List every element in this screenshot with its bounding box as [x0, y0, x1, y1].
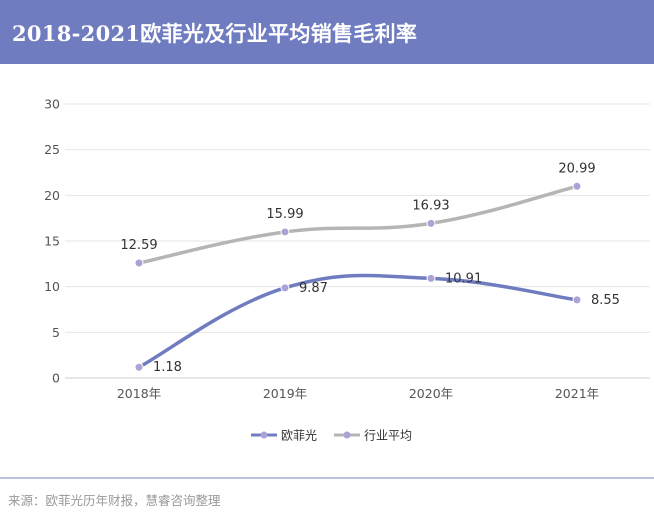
data-label: 8.55 — [591, 293, 620, 308]
data-label: 20.99 — [558, 161, 595, 176]
y-tick-label: 15 — [44, 234, 60, 249]
y-tick-label: 10 — [44, 279, 60, 294]
series-lines — [134, 181, 582, 372]
y-tick-label: 25 — [44, 142, 60, 157]
data-point — [134, 362, 144, 372]
legend-marker — [343, 431, 351, 439]
y-tick-label: 20 — [44, 188, 60, 203]
y-tick-label: 5 — [52, 325, 60, 340]
series-line-0 — [137, 273, 579, 369]
data-labels: 1.18 9.87 10.91 8.55 12.59 15.99 16.93 20.99 — [120, 161, 620, 375]
data-point — [280, 227, 290, 237]
data-label: 15.99 — [266, 207, 303, 222]
data-point — [134, 258, 144, 268]
data-label: 10.91 — [445, 271, 482, 286]
y-tick-label: 30 — [44, 97, 60, 112]
x-tick-label: 2018年 — [117, 386, 161, 401]
footer-divider — [0, 477, 654, 479]
legend-label: 行业平均 — [364, 429, 412, 443]
data-point — [426, 273, 436, 283]
data-point — [572, 295, 582, 305]
x-tick-label: 2019年 — [263, 386, 307, 401]
chart-title: 2018-2021欧菲光及行业平均销售毛利率 — [12, 21, 418, 46]
legend-marker — [260, 431, 268, 439]
x-tick-label: 2020年 — [409, 386, 453, 401]
data-label: 9.87 — [299, 281, 328, 296]
source-note: 来源：欧菲光历年财报，慧睿咨询整理 — [8, 493, 221, 508]
data-point — [572, 181, 582, 191]
gridlines — [65, 103, 650, 379]
data-point — [426, 218, 436, 228]
data-label: 1.18 — [153, 360, 182, 375]
title-bar: 2018-2021欧菲光及行业平均销售毛利率 — [0, 0, 654, 64]
data-point — [280, 283, 290, 293]
y-tick-label: 0 — [52, 371, 60, 386]
legend-label: 欧菲光 — [281, 429, 317, 443]
data-label: 16.93 — [412, 198, 449, 213]
axes: 0 5 10 15 20 25 30 2018年 2019年 2020年 2021年 — [44, 97, 599, 402]
x-tick-label: 2021年 — [555, 386, 599, 401]
line-chart: 0 5 10 15 20 25 30 2018年 2019年 2020年 2021年 1.18 9.8… — [44, 97, 650, 443]
data-label: 12.59 — [120, 238, 157, 253]
legend: 欧菲光 行业平均 — [251, 429, 412, 443]
series-line-1 — [137, 184, 579, 265]
